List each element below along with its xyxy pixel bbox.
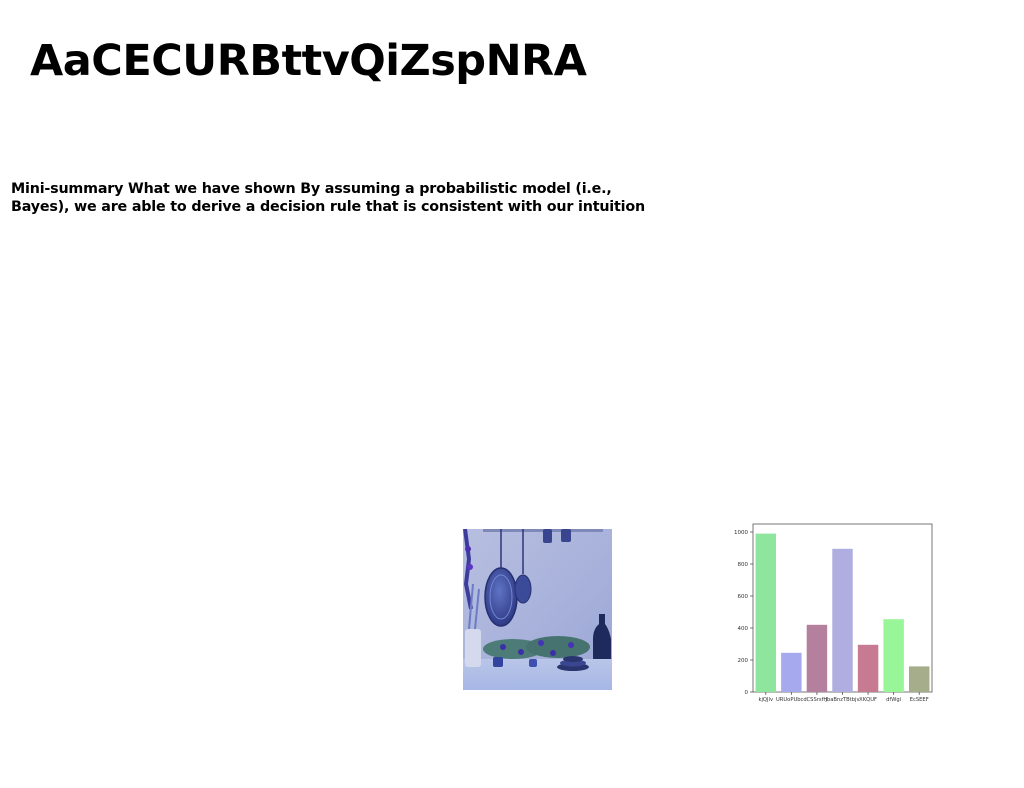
summary-paragraph: Mini-summary What we have shown By assum…	[11, 181, 645, 215]
bar	[781, 652, 802, 692]
bar	[883, 619, 904, 692]
bar-chart: kjQJlv URUoPUbcd CSSrsfH jbaBnzTBtbjv XKQUF d…	[728, 518, 938, 708]
page-title: AaCECURBttvQiZspNRA	[30, 36, 587, 86]
y-tick-label: 600	[738, 594, 749, 600]
y-tick-label: 0	[745, 690, 749, 696]
x-tick-label: CSSrsfH	[807, 697, 828, 703]
x-tick-label: URUoPUbcd	[776, 697, 807, 703]
x-tick-label: XKQUF	[859, 697, 877, 703]
y-tick-label: 800	[738, 562, 749, 568]
bar	[832, 548, 853, 692]
chart-bars	[755, 533, 930, 692]
kitchen-photo-illustration	[463, 529, 612, 690]
bar	[857, 644, 879, 692]
bar	[755, 533, 777, 692]
y-tick-label: 200	[738, 658, 749, 664]
kitchen-photo	[463, 529, 612, 690]
bar	[806, 624, 828, 692]
y-tick-label: 1000	[734, 530, 748, 536]
x-tick-label: kjQJlv	[758, 697, 773, 703]
x-tick-label: EcSEEF	[910, 697, 929, 703]
y-tick-label: 400	[738, 626, 749, 632]
x-tick-label: dfWgi	[886, 697, 901, 703]
bar	[908, 666, 930, 692]
x-tick-label: jbaBnzTBtbjv	[824, 697, 859, 703]
chart-y-ticks: 0 200 400 600 800 1000	[734, 530, 753, 696]
